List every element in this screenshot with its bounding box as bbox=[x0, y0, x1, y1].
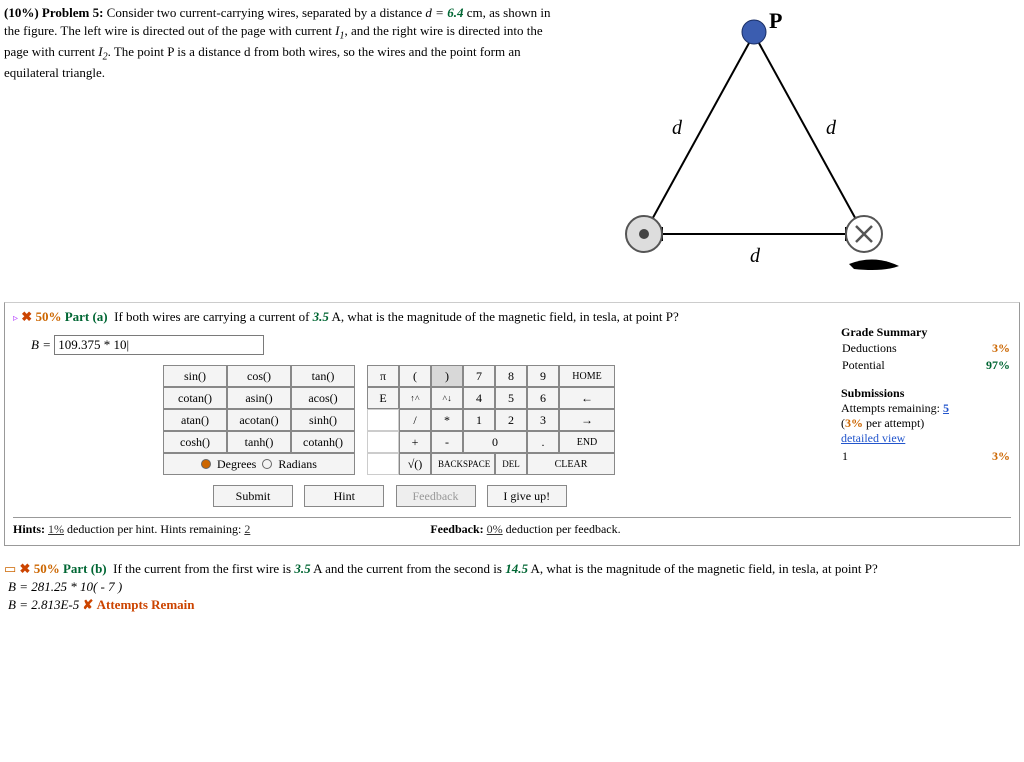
part-b-answer-1: B = 281.25 * 10( - 7 ) bbox=[8, 578, 1020, 596]
key-backspace[interactable]: BACKSPACE bbox=[431, 453, 495, 475]
key-blank3 bbox=[367, 453, 399, 475]
key-blank1 bbox=[367, 409, 399, 431]
answer-input[interactable] bbox=[54, 335, 264, 355]
key-clear[interactable]: CLEAR bbox=[527, 453, 615, 475]
figure-diagram: P d d d bbox=[564, 4, 1020, 284]
part-a-label: Part (a) bbox=[65, 309, 108, 324]
angle-mode[interactable]: Degrees Radians bbox=[163, 453, 355, 475]
radio-radians-icon[interactable] bbox=[262, 459, 272, 469]
key-6[interactable]: 6 bbox=[527, 387, 559, 409]
part-a-box: ▹ ✖ 50% Part (a) If both wires are carry… bbox=[4, 302, 1020, 546]
key-div[interactable]: / bbox=[399, 409, 431, 431]
fn-acos[interactable]: acos() bbox=[291, 387, 355, 409]
fn-acotan[interactable]: acotan() bbox=[227, 409, 291, 431]
key-3[interactable]: 3 bbox=[527, 409, 559, 431]
key-0[interactable]: 0 bbox=[463, 431, 527, 453]
key-rparen[interactable]: ) bbox=[431, 365, 463, 387]
part-a-weight: 50% bbox=[35, 309, 61, 324]
wrong-icon: ✘ bbox=[82, 597, 93, 612]
numeric-keypad: π ( ) 7 8 9 HOME E ↑˄ ˄↓ 4 5 6 ← / * bbox=[367, 365, 615, 475]
key-mul[interactable]: * bbox=[431, 409, 463, 431]
expand-icon[interactable]: ▹ bbox=[13, 313, 18, 324]
status-x-icon: ✖ bbox=[20, 561, 31, 576]
grade-summary: Grade Summary Deductions3% Potential97% … bbox=[841, 325, 1011, 507]
key-e[interactable]: E bbox=[367, 387, 399, 409]
key-1[interactable]: 1 bbox=[463, 409, 495, 431]
key-dot[interactable]: . bbox=[527, 431, 559, 453]
collapse-icon[interactable]: ▭ bbox=[4, 561, 16, 576]
problem-statement: (10%) Problem 5: Consider two current-ca… bbox=[4, 4, 564, 284]
key-2[interactable]: 2 bbox=[495, 409, 527, 431]
submit-button[interactable]: Submit bbox=[213, 485, 293, 507]
hints-remaining: 2 bbox=[244, 522, 250, 536]
key-left[interactable]: ← bbox=[559, 387, 615, 409]
hint-button[interactable]: Hint bbox=[304, 485, 384, 507]
fn-tan[interactable]: tan() bbox=[291, 365, 355, 387]
key-right[interactable]: → bbox=[559, 409, 615, 431]
key-9[interactable]: 9 bbox=[527, 365, 559, 387]
key-8[interactable]: 8 bbox=[495, 365, 527, 387]
part-b-answer-2: B = 2.813E-5 ✘ Attempts Remain bbox=[8, 596, 1020, 614]
fn-cos[interactable]: cos() bbox=[227, 365, 291, 387]
giveup-button[interactable]: I give up! bbox=[487, 485, 567, 507]
key-home[interactable]: HOME bbox=[559, 365, 615, 387]
svg-text:d: d bbox=[750, 245, 761, 267]
answer-row: B = bbox=[31, 335, 821, 355]
d-value: d = 6.4 bbox=[425, 5, 463, 20]
status-x-icon: ✖ bbox=[21, 309, 32, 324]
hints-row: Hints: 1% deduction per hint. Hints rema… bbox=[13, 517, 1011, 537]
key-sqrt[interactable]: √() bbox=[399, 453, 431, 475]
fn-tanh[interactable]: tanh() bbox=[227, 431, 291, 453]
key-minus[interactable]: - bbox=[431, 431, 463, 453]
key-blank2 bbox=[367, 431, 399, 453]
problem-weight: (10%) bbox=[4, 5, 39, 20]
fn-sinh[interactable]: sinh() bbox=[291, 409, 355, 431]
key-pi[interactable]: π bbox=[367, 365, 399, 387]
key-del[interactable]: DEL bbox=[495, 453, 527, 475]
fn-cosh[interactable]: cosh() bbox=[163, 431, 227, 453]
attempts-remaining: 5 bbox=[943, 401, 949, 415]
part-b-label: Part (b) bbox=[63, 561, 107, 576]
svg-text:P: P bbox=[769, 8, 782, 33]
key-4[interactable]: 4 bbox=[463, 387, 495, 409]
part-b-box: ▭ ✖ 50% Part (b) If the current from the… bbox=[4, 560, 1020, 615]
key-5[interactable]: 5 bbox=[495, 387, 527, 409]
problem-label: Problem 5: bbox=[42, 5, 104, 20]
svg-text:d: d bbox=[672, 117, 683, 139]
key-plus[interactable]: + bbox=[399, 431, 431, 453]
key-supup[interactable]: ↑˄ bbox=[399, 387, 431, 409]
key-7[interactable]: 7 bbox=[463, 365, 495, 387]
function-pad: sin() cos() tan() cotan() asin() acos() … bbox=[163, 365, 355, 475]
action-row: Submit Hint Feedback I give up! bbox=[213, 485, 821, 507]
part-b-weight: 50% bbox=[34, 561, 60, 576]
key-end[interactable]: END bbox=[559, 431, 615, 453]
svg-text:d: d bbox=[826, 117, 837, 139]
fn-sin[interactable]: sin() bbox=[163, 365, 227, 387]
fn-cotanh[interactable]: cotanh() bbox=[291, 431, 355, 453]
fn-asin[interactable]: asin() bbox=[227, 387, 291, 409]
fn-atan[interactable]: atan() bbox=[163, 409, 227, 431]
key-lparen[interactable]: ( bbox=[399, 365, 431, 387]
feedback-button[interactable]: Feedback bbox=[396, 485, 476, 507]
radio-degrees-icon[interactable] bbox=[201, 459, 211, 469]
part-a-title: ▹ ✖ 50% Part (a) If both wires are carry… bbox=[13, 309, 1011, 325]
key-supdn[interactable]: ˄↓ bbox=[431, 387, 463, 409]
detailed-view-link[interactable]: detailed view bbox=[841, 431, 905, 445]
fn-cotan[interactable]: cotan() bbox=[163, 387, 227, 409]
